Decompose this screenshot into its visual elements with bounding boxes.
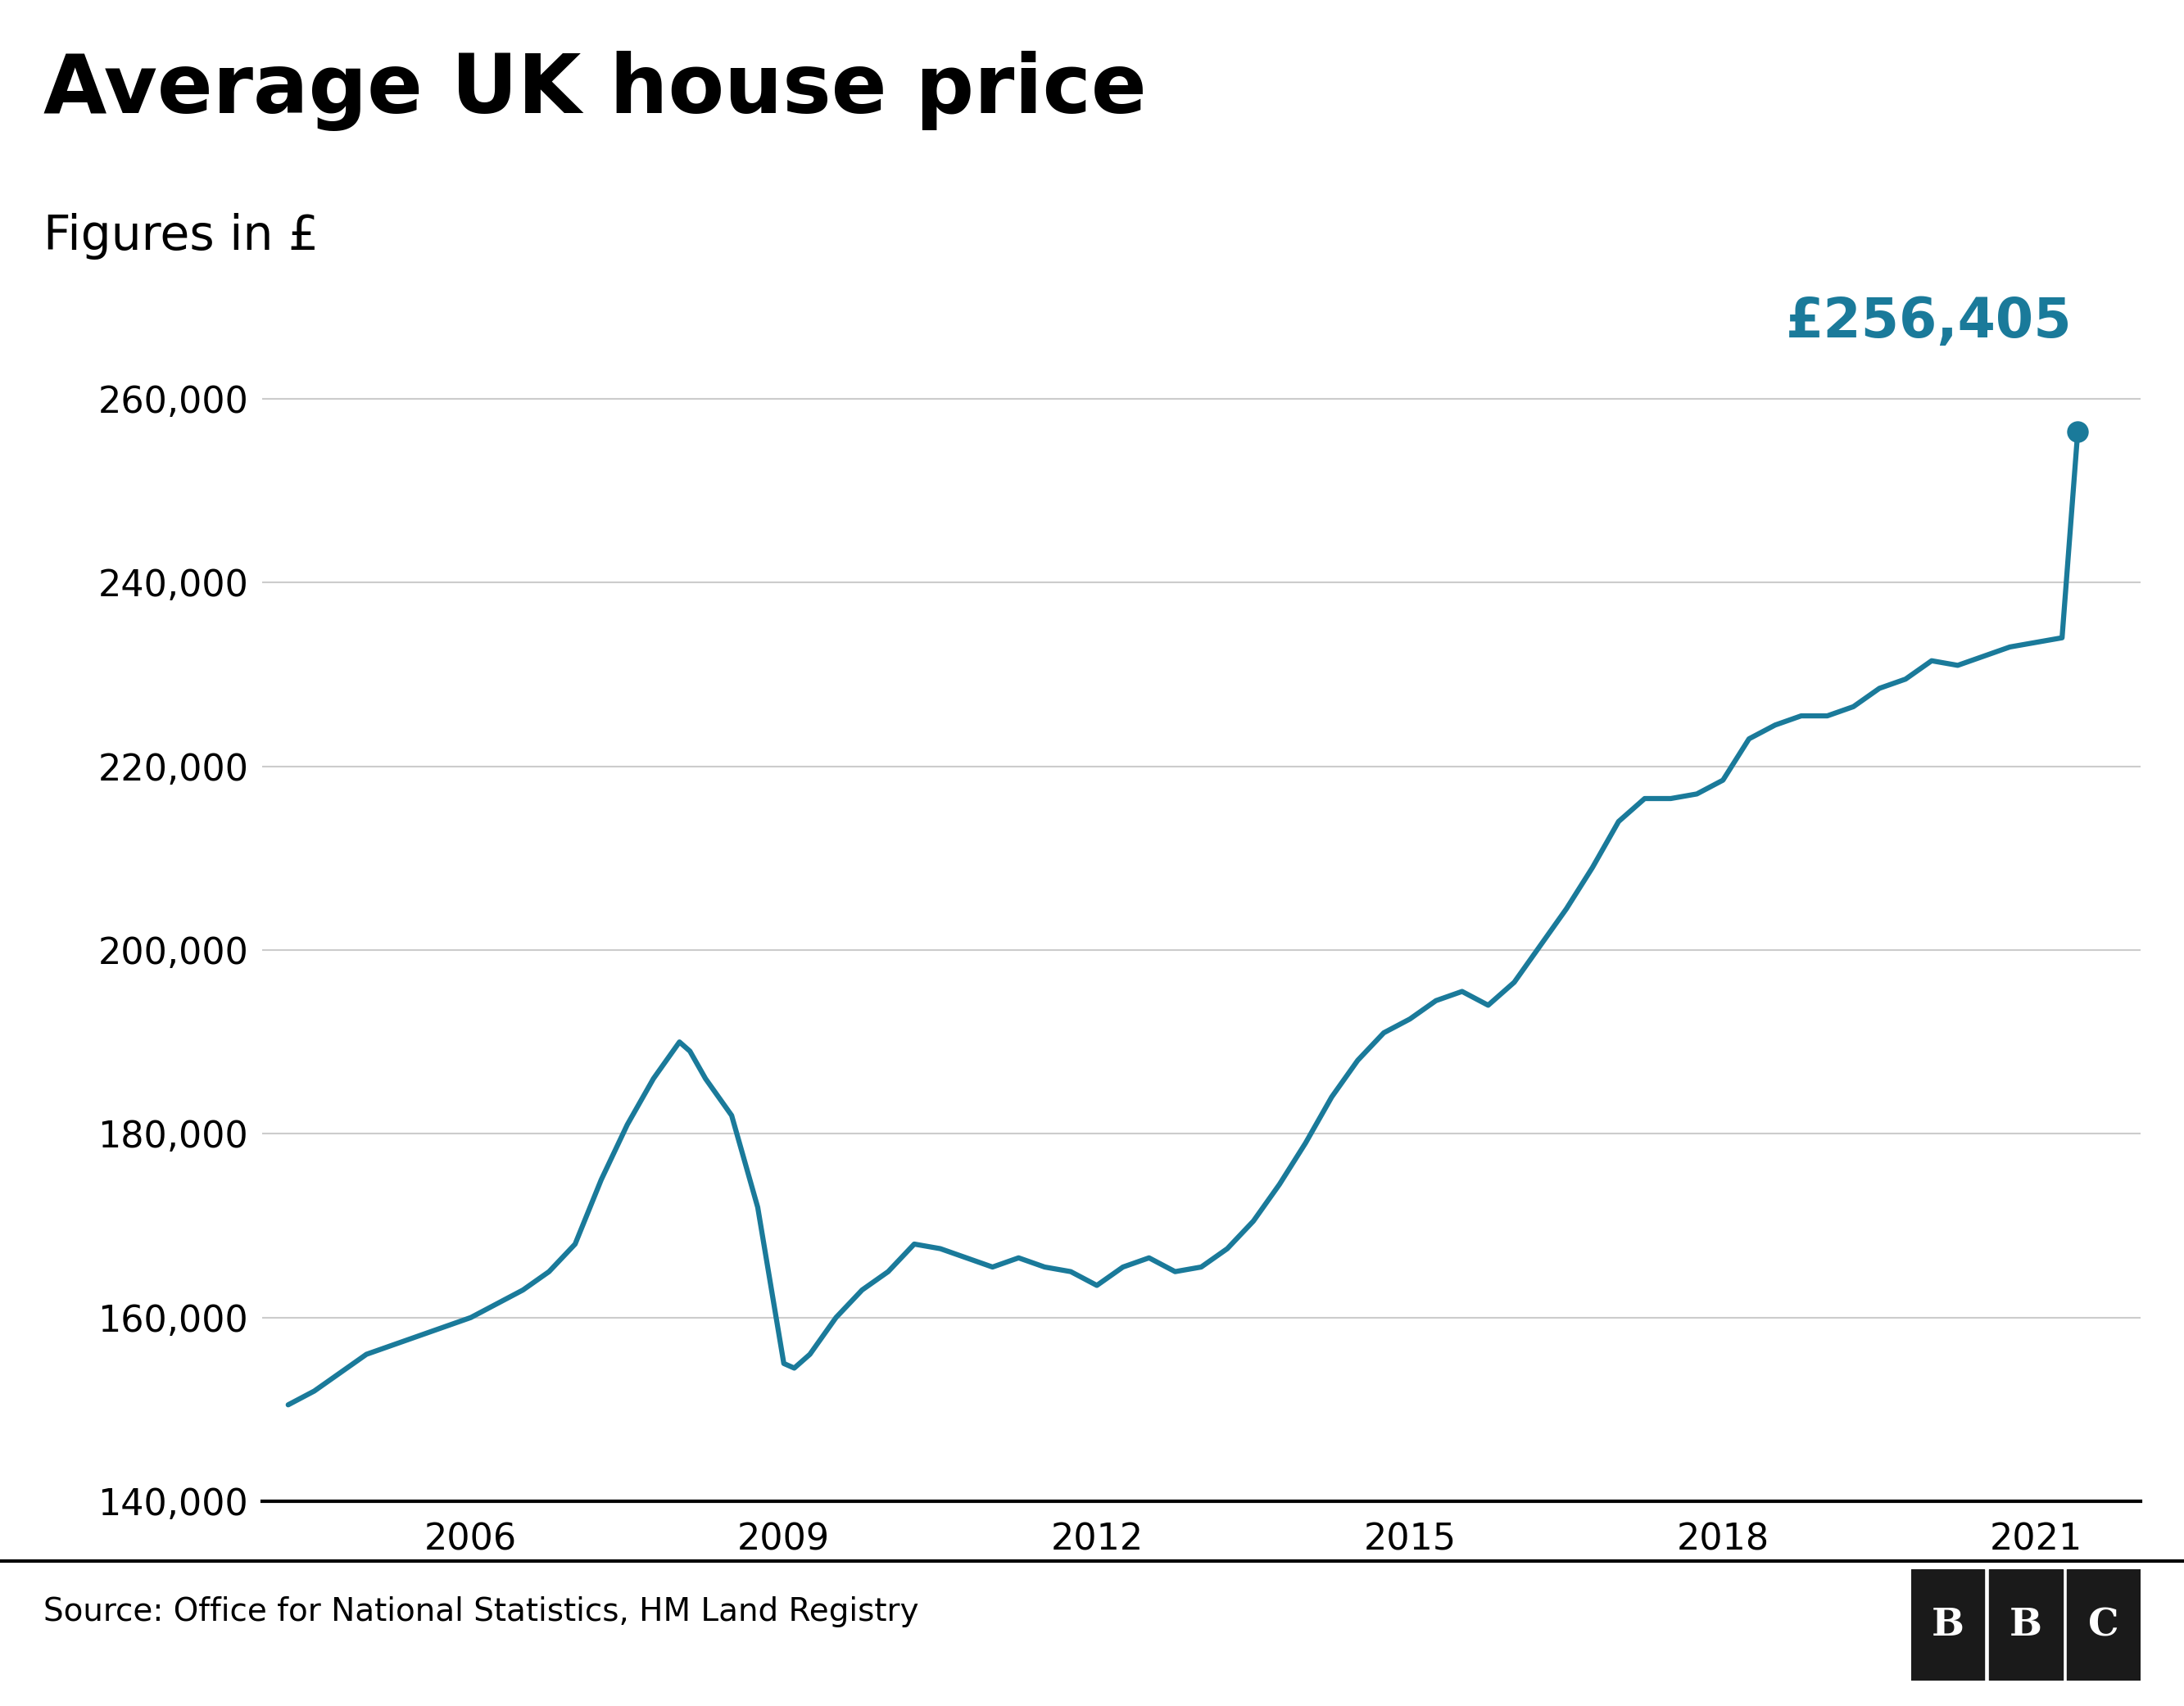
Text: Average UK house price: Average UK house price <box>44 51 1147 131</box>
Text: B: B <box>1931 1605 1963 1645</box>
Text: Source: Office for National Statistics, HM Land Registry: Source: Office for National Statistics, … <box>44 1597 919 1628</box>
Bar <box>1990 1570 2062 1680</box>
Text: B: B <box>2009 1605 2042 1645</box>
Bar <box>1911 1570 1985 1680</box>
Text: C: C <box>2088 1605 2118 1645</box>
Text: £256,405: £256,405 <box>1787 295 2073 350</box>
Bar <box>2066 1570 2140 1680</box>
Text: Figures in £: Figures in £ <box>44 213 319 259</box>
